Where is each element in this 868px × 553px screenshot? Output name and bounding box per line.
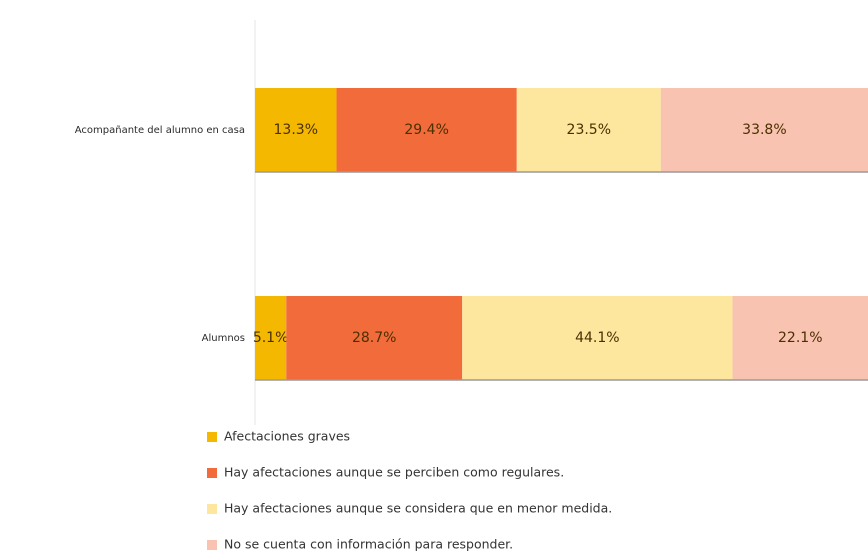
data-label: 13.3% bbox=[274, 122, 318, 138]
bar-segment bbox=[336, 88, 517, 172]
bar-segment bbox=[255, 296, 287, 380]
bar-segment bbox=[660, 88, 868, 172]
data-label: 33.8% bbox=[742, 122, 786, 138]
legend-label: No se cuenta con información para respon… bbox=[224, 537, 513, 552]
bar-segment bbox=[462, 296, 733, 380]
category-label: Alumnos bbox=[202, 333, 245, 344]
legend-label: Afectaciones graves bbox=[224, 429, 350, 444]
bar-segment bbox=[516, 88, 661, 172]
data-label: 22.1% bbox=[778, 330, 822, 346]
bar-segment bbox=[255, 88, 337, 172]
data-label: 44.1% bbox=[575, 330, 619, 346]
data-label: 29.4% bbox=[404, 122, 448, 138]
legend-swatch bbox=[207, 468, 217, 478]
category-label: Acompañante del alumno en casa bbox=[75, 125, 245, 136]
data-label: 23.5% bbox=[567, 122, 611, 138]
legend-swatch bbox=[207, 504, 217, 514]
bar-segment bbox=[732, 296, 868, 380]
legend-label: Hay afectaciones aunque se considera que… bbox=[224, 501, 612, 516]
data-label: 5.1% bbox=[253, 330, 289, 346]
bar-segment bbox=[286, 296, 463, 380]
legend-swatch bbox=[207, 540, 217, 550]
data-label: 28.7% bbox=[352, 330, 396, 346]
legend-swatch bbox=[207, 432, 217, 442]
legend-label: Hay afectaciones aunque se perciben como… bbox=[224, 465, 564, 480]
